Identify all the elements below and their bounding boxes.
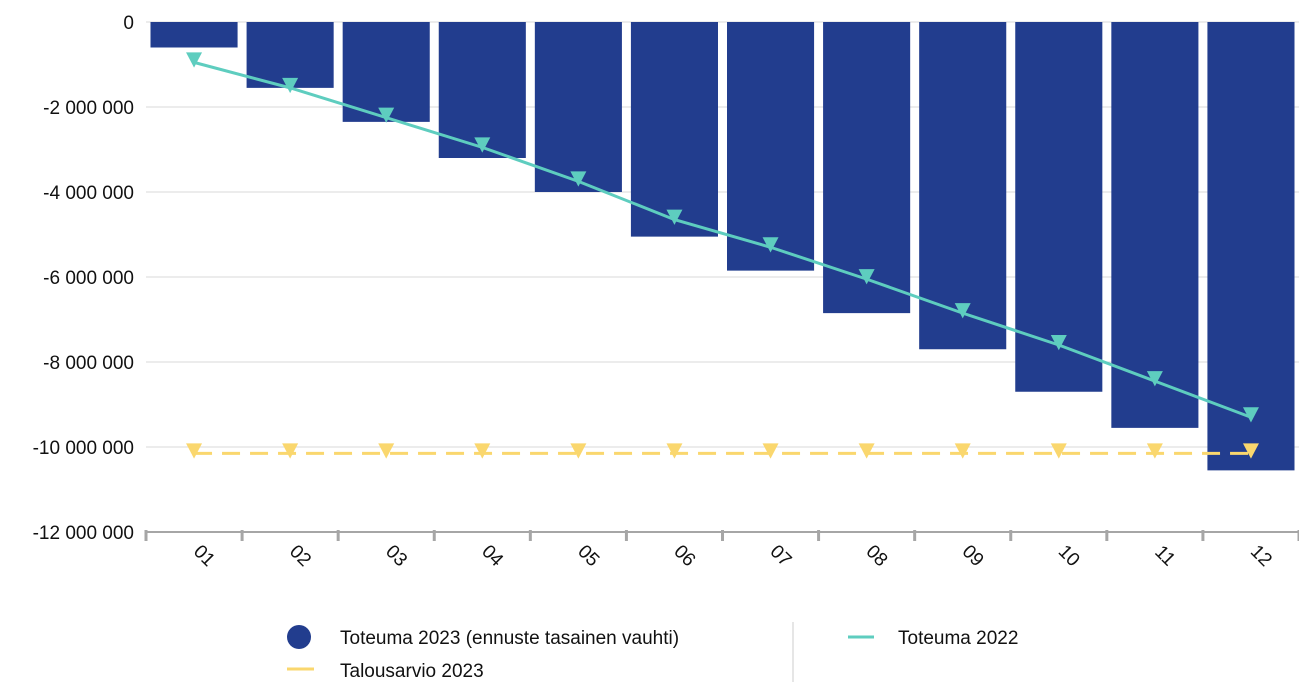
- x-axis: [144, 530, 1299, 541]
- point-marker: [186, 443, 203, 459]
- legend-swatch-bar: [287, 625, 311, 649]
- bar: [1207, 22, 1295, 471]
- point-marker: [570, 443, 587, 459]
- y-tick-label: -10 000 000: [33, 438, 134, 459]
- legend: Toteuma 2023 (ennuste tasainen vauhti) Ta…: [287, 622, 1018, 682]
- point-marker: [1050, 335, 1067, 351]
- y-tick-label: -8 000 000: [43, 353, 134, 374]
- lines: [186, 52, 1259, 459]
- point-marker: [282, 443, 299, 459]
- gridlines: [146, 21, 1299, 448]
- bar: [727, 22, 815, 271]
- bar: [438, 22, 526, 158]
- x-tick-label: 08: [862, 541, 892, 571]
- point-marker: [570, 171, 587, 187]
- x-tick-label: 06: [669, 541, 699, 571]
- y-tick-label: -2 000 000: [43, 98, 134, 119]
- x-axis-labels: 01 02 03 04 05 06 07 08 09 10 11 12: [189, 541, 1276, 571]
- y-tick-label: 0: [123, 13, 134, 34]
- bar: [1015, 22, 1103, 392]
- point-marker: [762, 443, 779, 459]
- bar: [919, 22, 1007, 350]
- point-marker: [954, 303, 971, 319]
- bars: [150, 22, 1295, 471]
- legend-label: Talousarvio 2023: [340, 661, 484, 682]
- point-marker: [1146, 371, 1163, 387]
- y-axis-labels: 0 -2 000 000 -4 000 000 -6 000 000 -8 000 00…: [33, 13, 134, 544]
- x-tick-label: 11: [1150, 542, 1179, 571]
- point-marker: [1050, 443, 1067, 459]
- point-marker: [1242, 407, 1259, 423]
- point-marker: [762, 237, 779, 253]
- legend-label: Toteuma 2023 (ennuste tasainen vauhti): [340, 628, 679, 649]
- point-marker: [1146, 443, 1163, 459]
- bar: [630, 22, 718, 237]
- bar: [534, 22, 622, 192]
- point-marker: [858, 269, 875, 285]
- point-marker: [186, 52, 203, 68]
- y-tick-label: -6 000 000: [43, 268, 134, 289]
- x-tick-label: 12: [1246, 541, 1276, 571]
- y-tick-label: -12 000 000: [33, 523, 134, 544]
- x-tick-label: 07: [766, 541, 796, 571]
- point-marker: [666, 209, 683, 225]
- bar: [342, 22, 430, 122]
- point-marker: [378, 107, 395, 123]
- x-tick-label: 10: [1054, 541, 1084, 571]
- bar: [823, 22, 911, 314]
- x-tick-label: 01: [189, 541, 219, 571]
- legend-label: Toteuma 2022: [898, 628, 1018, 649]
- x-tick-label: 04: [477, 541, 507, 571]
- point-marker: [474, 137, 491, 153]
- bar: [1111, 22, 1199, 428]
- x-tick-label: 03: [381, 541, 411, 571]
- point-marker: [282, 77, 299, 94]
- series-line: [193, 60, 1252, 419]
- point-marker: [1242, 443, 1259, 459]
- bar: [150, 22, 238, 48]
- point-marker: [954, 443, 971, 459]
- x-tick-label: 05: [573, 541, 603, 571]
- point-marker: [474, 443, 491, 459]
- bar: [246, 22, 334, 88]
- x-tick-label: 02: [285, 541, 315, 571]
- x-tick-label: 09: [958, 541, 988, 571]
- y-tick-label: -4 000 000: [43, 183, 134, 204]
- point-marker: [666, 443, 683, 459]
- point-marker: [378, 443, 395, 459]
- point-marker: [858, 443, 875, 459]
